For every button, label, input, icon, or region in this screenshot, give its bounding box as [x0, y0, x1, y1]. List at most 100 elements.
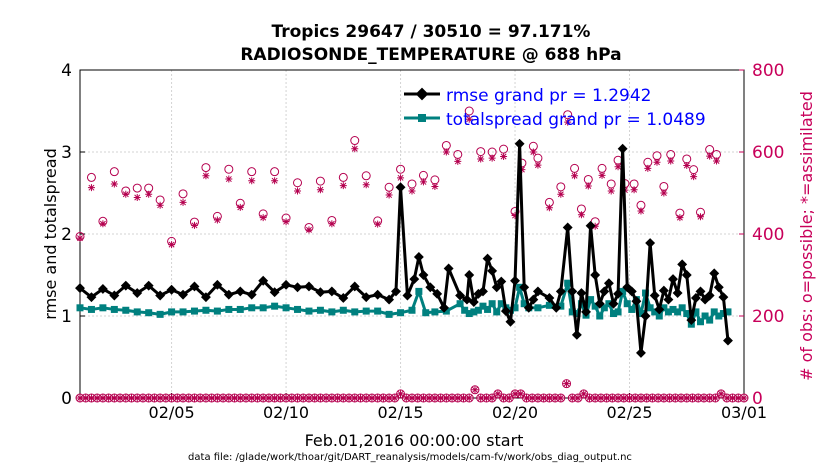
obs-assimilated-marker [156, 394, 164, 402]
totalspread-point [190, 307, 198, 315]
totalspread-point [545, 301, 553, 309]
totalspread-point [493, 308, 501, 316]
obs-assimilated-marker [402, 394, 410, 402]
obs-assimilated-marker [676, 214, 684, 222]
obs-assimilated-marker [294, 187, 302, 195]
obs-assimilated-marker [351, 394, 359, 402]
obs-assimilated-marker [591, 222, 599, 230]
obs-possible-marker [464, 393, 474, 403]
obs-assimilated-marker [145, 190, 153, 198]
rmse-point [613, 288, 624, 299]
totalspread-point [282, 304, 290, 312]
rmse-point [672, 288, 683, 298]
obs-assimilated-marker [351, 145, 359, 153]
y-left-tick-label: 4 [61, 61, 72, 81]
rmse-point [704, 290, 715, 301]
obs-assimilated-marker [397, 390, 405, 398]
rmse-point [178, 289, 188, 300]
rmse-point [723, 335, 733, 346]
obs-assimilated-marker [688, 394, 696, 402]
rmse-point [581, 306, 591, 317]
obs-assimilated-marker [729, 394, 737, 402]
rmse-point [402, 290, 413, 301]
obs-assimilated-marker [667, 157, 675, 165]
totalspread-point [76, 304, 84, 312]
totalspread-point [415, 287, 423, 295]
totalspread-point [99, 304, 107, 312]
obs-assimilated-marker [305, 226, 313, 234]
totalspread-point [474, 306, 482, 314]
obs-assimilated-marker [534, 161, 542, 169]
obs-assimilated-marker [339, 394, 347, 402]
totalspread-point [678, 304, 686, 312]
obs-assimilated-marker [156, 201, 164, 209]
obs-assimilated-marker [139, 394, 147, 402]
obs-assimilated-marker [551, 394, 559, 402]
obs-possible-marker [350, 136, 360, 146]
obs-assimilated-marker [202, 172, 210, 180]
obs-assimilated-marker [488, 394, 496, 402]
totalspread-point [655, 312, 663, 320]
obs-assimilated-marker [276, 394, 284, 402]
obs-possible-marker [499, 144, 509, 154]
obs-assimilated-marker [116, 394, 124, 402]
obs-assimilated-marker [236, 203, 244, 211]
obs-assimilated-marker [425, 394, 433, 402]
obs-assimilated-marker [713, 157, 721, 165]
obs-assimilated-marker [517, 390, 525, 398]
obs-assimilated-marker [368, 394, 376, 402]
obs-assimilated-marker [534, 394, 542, 402]
totalspread-point [202, 306, 210, 314]
totalspread-point [591, 302, 599, 310]
obs-assimilated-marker [653, 158, 661, 166]
y-left-tick-label: 0 [61, 389, 72, 409]
rmse-point [464, 270, 475, 280]
totalspread-point [470, 308, 478, 316]
obs-possible-marker [666, 149, 676, 159]
obs-assimilated-marker [190, 394, 198, 402]
totalspread-point [696, 318, 704, 326]
obs-assimilated-marker [571, 172, 579, 180]
obs-assimilated-marker [397, 174, 405, 182]
totalspread-point [534, 304, 542, 312]
obs-assimilated-marker [488, 154, 496, 162]
rmse-point [372, 289, 383, 300]
obs-assimilated-marker [608, 394, 616, 402]
obs-assimilated-marker [482, 394, 490, 402]
obs-count-markers [75, 106, 749, 403]
rmse-point [223, 289, 234, 300]
rmse-point [258, 275, 269, 286]
x-tick-label: 02/20 [492, 403, 538, 422]
obs-assimilated-marker [105, 394, 113, 402]
obs-assimilated-marker [630, 186, 638, 194]
totalspread-point [724, 308, 732, 316]
obs-assimilated-marker [133, 194, 141, 202]
totalspread-point [305, 307, 313, 315]
rmse-point [487, 265, 498, 276]
obs-possible-marker [682, 154, 692, 164]
obs-possible-marker [86, 172, 96, 182]
obs-assimilated-marker [637, 207, 645, 215]
obs-possible-marker [606, 179, 616, 189]
totalspread-point [488, 300, 496, 308]
rmse-point [155, 290, 166, 301]
obs-possible-marker [293, 178, 303, 188]
totalspread-point [719, 310, 727, 318]
obs-assimilated-marker [259, 214, 267, 222]
totalspread-point [614, 308, 622, 316]
rmse-point [654, 304, 665, 315]
obs-assimilated-marker [460, 394, 468, 402]
obs-assimilated-marker [185, 394, 193, 402]
obs-possible-marker [562, 379, 572, 389]
rmse-point [709, 268, 720, 279]
rmse-point [166, 284, 177, 295]
y-right-tick-label: 800 [752, 61, 784, 81]
obs-assimilated-marker [168, 241, 176, 249]
obs-assimilated-marker [316, 186, 324, 194]
totalspread-point [587, 296, 595, 304]
rmse-point [143, 280, 154, 291]
obs-assimilated-marker [168, 394, 176, 402]
rmse-series [75, 138, 733, 358]
obs-possible-marker [178, 189, 188, 199]
